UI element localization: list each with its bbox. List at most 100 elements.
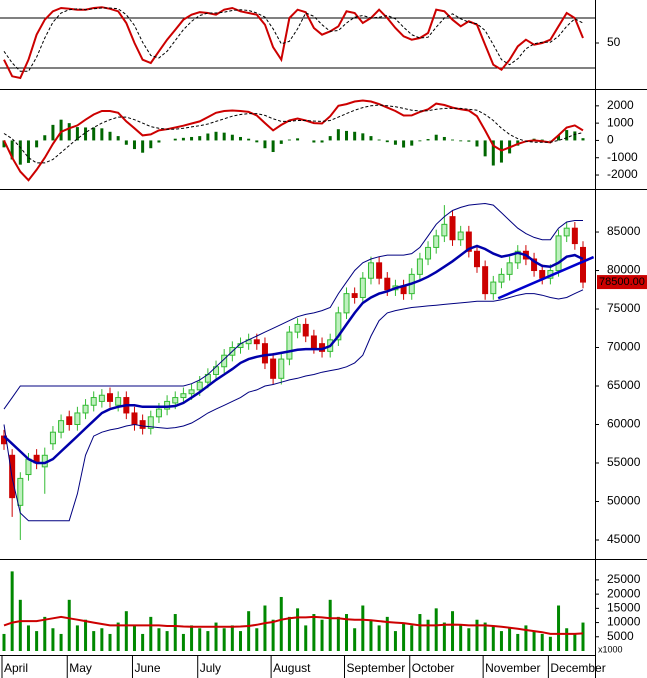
candle-body: [335, 312, 342, 341]
indicator-line: [3, 202, 583, 410]
candle-body: [416, 258, 423, 275]
candle-body: [465, 231, 472, 252]
y-tick-label: 75000: [607, 301, 641, 315]
volume-bar: [149, 616, 153, 651]
candle-body: [457, 231, 464, 241]
volume-bar: [35, 631, 39, 651]
histogram-bar: [320, 140, 324, 143]
candle-body: [261, 343, 268, 364]
x-tick-label: August: [273, 661, 311, 675]
volume-bar: [214, 622, 218, 651]
volume-bar: [92, 631, 96, 651]
volume-bar: [304, 625, 308, 651]
histogram-bar: [59, 119, 63, 141]
y-tick-label: -1000: [607, 150, 638, 164]
histogram-bar: [149, 140, 153, 149]
histogram-bar: [18, 140, 22, 165]
volume-bar: [100, 628, 104, 651]
x-tick-label: December: [550, 661, 605, 675]
y-tick-label: 10000: [607, 615, 641, 629]
candle-body: [539, 270, 546, 279]
indicator-line: [3, 6, 584, 80]
candle-body: [531, 258, 538, 272]
candle-body: [98, 394, 105, 402]
y-tick-label: 70000: [607, 340, 641, 354]
histogram-bar: [67, 123, 71, 141]
volume-bar: [410, 625, 414, 651]
volume-bar: [173, 614, 177, 651]
histogram-bar: [491, 140, 495, 166]
volume-bar: [418, 614, 422, 651]
histogram-bar: [467, 140, 471, 142]
volume-bar: [434, 608, 438, 651]
histogram-bar: [385, 140, 389, 143]
candle-body: [343, 293, 350, 314]
volume-bar: [157, 628, 161, 651]
volume-bar: [132, 625, 136, 651]
candle-body: [90, 397, 97, 406]
candle-body: [580, 246, 586, 283]
volume-bar: [190, 625, 194, 651]
candle-body: [172, 397, 179, 404]
x-tick-label: November: [485, 661, 540, 675]
volume-bar: [581, 622, 585, 651]
candle-body: [555, 235, 562, 272]
histogram-bar: [108, 131, 112, 141]
histogram-bar: [271, 140, 275, 153]
volume-bar: [353, 628, 357, 651]
candle-body: [253, 339, 260, 345]
histogram-bar: [369, 136, 373, 141]
candle-body: [66, 416, 73, 426]
histogram-bar: [124, 140, 128, 145]
volume-bar: [222, 628, 226, 651]
y-tick-label: 0: [607, 133, 614, 147]
candle-body: [49, 431, 56, 445]
candle-body: [351, 293, 358, 298]
volume-bar: [2, 633, 6, 651]
volume-bar: [442, 622, 446, 651]
volume-bar: [402, 622, 406, 651]
volume-bar: [467, 628, 471, 651]
candle-body: [563, 227, 570, 237]
y-tick-label: 65000: [607, 378, 641, 392]
candle-body: [473, 250, 480, 268]
unit-label: x1000: [598, 644, 623, 654]
histogram-bar: [361, 133, 365, 141]
histogram-bar: [116, 136, 120, 141]
histogram-bar: [263, 140, 267, 149]
volume-bar: [51, 628, 55, 651]
volume-bar: [565, 628, 569, 651]
histogram-bar: [157, 140, 161, 143]
volume-bar: [26, 625, 30, 651]
volume-bar: [10, 571, 14, 651]
indicator-line: [3, 7, 584, 72]
candle-body: [82, 404, 89, 414]
volume-bar: [451, 611, 455, 651]
volume-bar: [426, 619, 430, 651]
histogram-bar: [353, 131, 357, 141]
histogram-bar: [336, 129, 340, 141]
volume-bar: [508, 628, 512, 651]
volume-bar: [271, 619, 275, 651]
indicator-line: [3, 104, 584, 164]
volume-bar: [287, 616, 291, 651]
histogram-bar: [483, 140, 487, 157]
last-price-box: [597, 275, 647, 290]
x-tick-label: July: [200, 661, 221, 675]
candle-body: [180, 393, 187, 399]
histogram-bar: [296, 138, 300, 141]
volume-bar: [573, 633, 577, 651]
histogram-bar: [141, 140, 145, 153]
x-tick-label: April: [4, 661, 28, 675]
indicator-line: [3, 615, 584, 635]
histogram-bar: [345, 130, 349, 141]
y-tick-label: -2000: [607, 167, 638, 181]
y-tick-label: 1000: [607, 115, 634, 129]
y-tick-label: 80000: [607, 263, 641, 277]
volume-bar: [141, 633, 145, 651]
volume-bar: [255, 628, 259, 651]
histogram-bar: [173, 138, 177, 141]
candle-body: [441, 223, 448, 237]
